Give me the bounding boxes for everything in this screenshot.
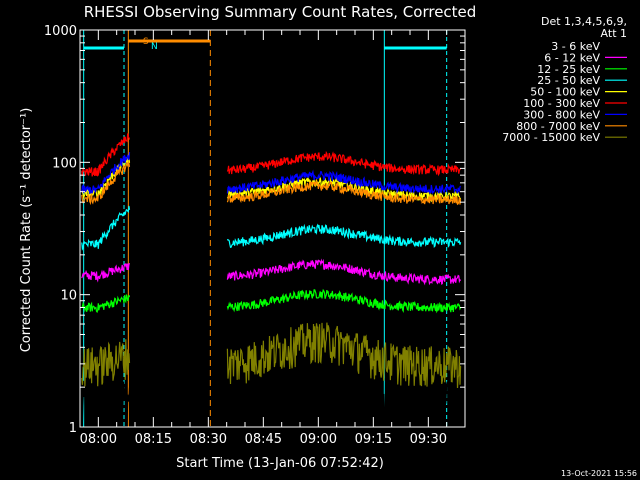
x-tick-label: 08:15 [135, 432, 172, 447]
series-2 [81, 288, 462, 314]
legend-label: 800 - 7000 keV [516, 120, 600, 133]
series-line [81, 161, 131, 206]
series-line [226, 179, 462, 206]
series-line [226, 288, 462, 314]
series-line [226, 258, 462, 286]
series-line [226, 223, 462, 249]
plot-frame [79, 29, 466, 428]
legend-label: 12 - 25 keV [537, 63, 600, 76]
legend-title: Att 1 [601, 27, 627, 40]
series-5 [81, 133, 462, 177]
legend-label: 25 - 50 keV [537, 74, 600, 87]
series-8 [81, 322, 462, 389]
x-tick-label: 08:00 [80, 432, 117, 447]
y-tick-label: 1000 [44, 24, 77, 39]
legend-label: 7000 - 15000 keV [502, 131, 600, 144]
axes-layer: 1 10 100 1000 08:00 08:15 08:30 08:45 09:00 09:15… [44, 24, 466, 447]
series-line [226, 169, 462, 195]
y-tick-label: 1 [69, 421, 77, 436]
legend-label: 100 - 300 keV [523, 97, 600, 110]
y-tick-label: 100 [52, 156, 77, 171]
x-tick-label: 09:00 [300, 432, 337, 447]
series-line [226, 322, 462, 389]
y-tick-label: 10 [60, 289, 77, 304]
series-3 [81, 205, 462, 251]
series-line [226, 150, 462, 177]
legend-label: 50 - 100 keV [530, 86, 600, 99]
legend-label: 6 - 12 keV [544, 51, 600, 64]
x-axis-label: Start Time (13-Jan-06 07:52:42) [176, 456, 384, 471]
x-tick-label: 09:15 [355, 432, 392, 447]
night-marker: N [151, 42, 158, 52]
series-7 [81, 161, 462, 206]
x-tick-label: 08:30 [190, 432, 227, 447]
series-line [81, 263, 131, 283]
series-line [226, 367, 462, 430]
x-tick-label: 09:30 [410, 432, 447, 447]
series-line [81, 339, 131, 387]
saa-marker: S [143, 37, 149, 47]
series-line [81, 152, 131, 195]
series-line [81, 294, 131, 314]
series-1 [81, 258, 462, 286]
legend-title: Det 1,3,4,5,6,9, [541, 15, 627, 28]
series-line [81, 133, 131, 177]
footer-timestamp: 13-Oct-2021 15:56 [561, 469, 637, 478]
y-axis-label: Corrected Count Rate (s⁻¹ detector⁻¹) [19, 108, 34, 353]
x-tick-label: 08:45 [245, 432, 282, 447]
legend-label: 300 - 800 keV [523, 108, 600, 121]
series-line [81, 205, 131, 251]
series-6 [81, 152, 462, 195]
series-line [226, 176, 462, 203]
legend-label: 3 - 6 keV [551, 40, 600, 53]
chart-title: RHESSI Observing Summary Count Rates, Co… [84, 3, 477, 21]
